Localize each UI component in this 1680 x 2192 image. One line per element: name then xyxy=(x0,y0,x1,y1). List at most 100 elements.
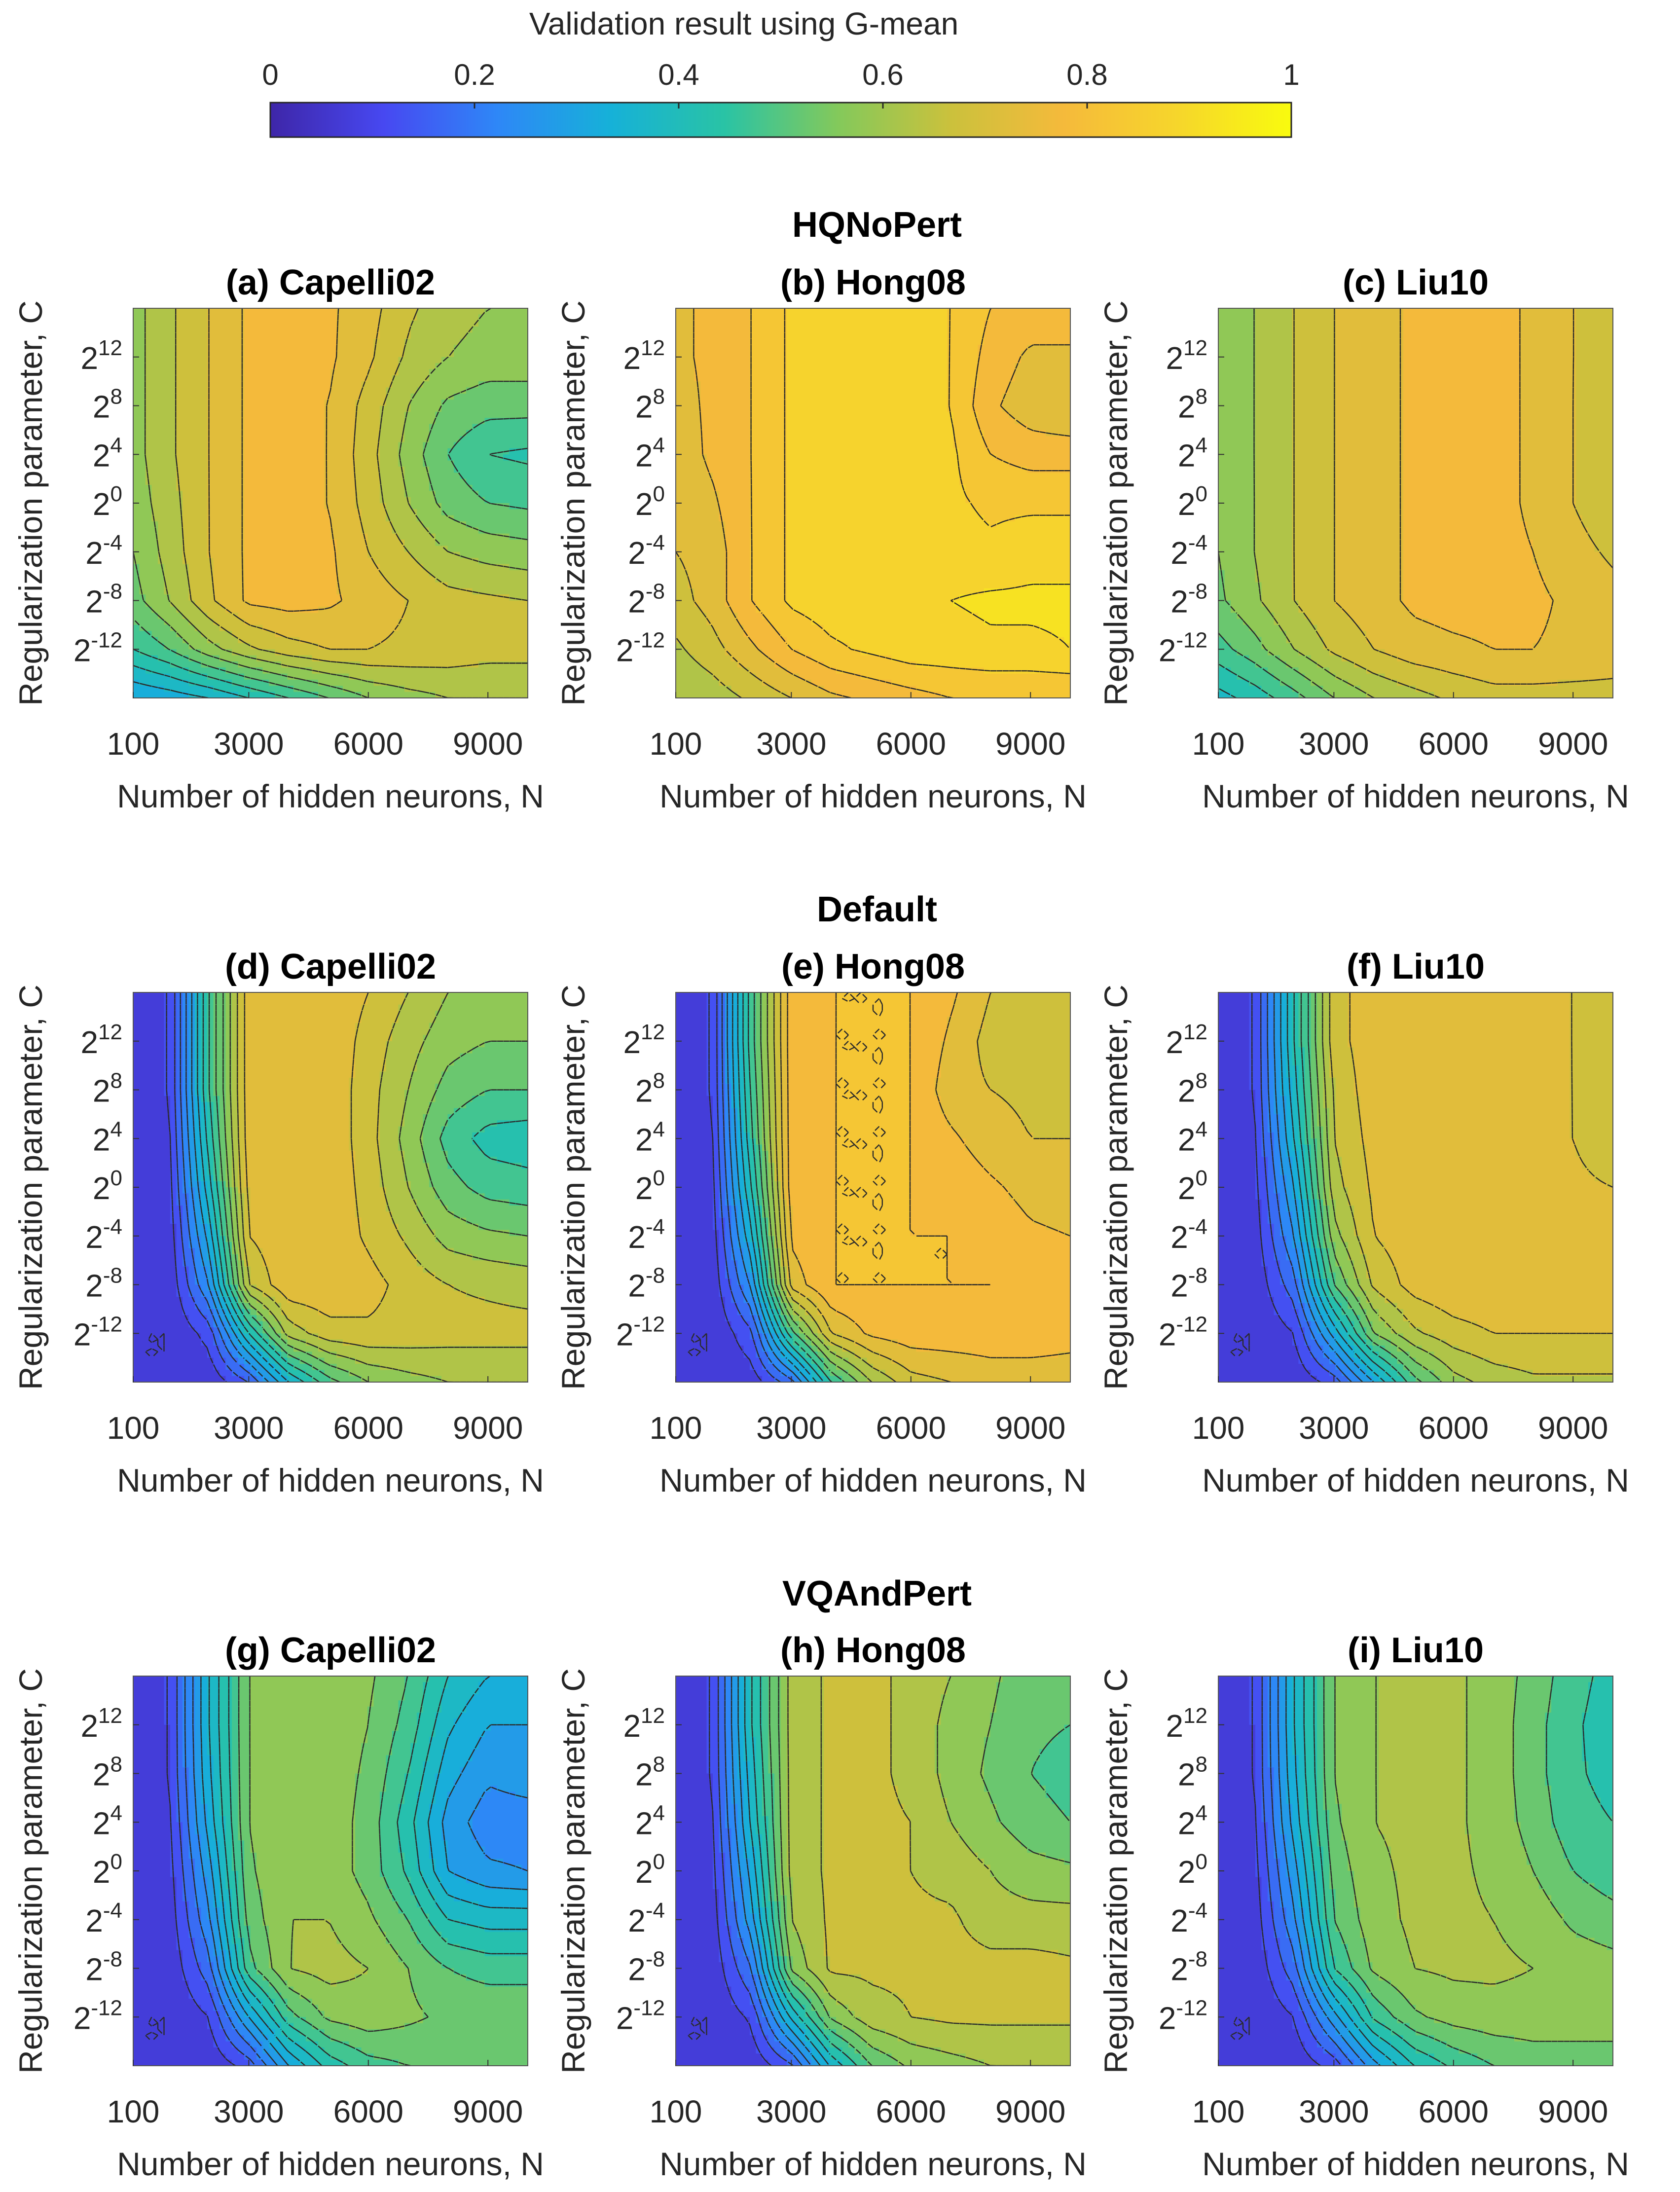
contour-cell xyxy=(275,540,282,547)
contour-cell xyxy=(429,594,436,601)
contour-cell xyxy=(330,631,337,638)
contour-cell xyxy=(478,661,485,668)
contour-cell xyxy=(213,521,220,528)
contour-cell xyxy=(836,375,843,382)
contour-cell xyxy=(386,637,393,644)
contour-cell xyxy=(164,460,171,467)
contour-cell xyxy=(836,308,843,315)
contour-cell xyxy=(269,478,276,485)
contour-cell xyxy=(515,643,522,650)
contour-cell xyxy=(972,375,979,382)
contour-cell xyxy=(139,387,146,394)
contour-cell xyxy=(250,387,257,394)
contour-cell xyxy=(386,448,393,455)
contour-cell xyxy=(830,375,837,382)
contour-cell xyxy=(472,582,479,589)
contour-cell xyxy=(133,357,140,364)
contour-cell xyxy=(225,606,232,613)
contour-cell xyxy=(410,381,417,388)
contour-cell xyxy=(299,594,306,601)
contour-cell xyxy=(429,631,436,638)
contour-cell xyxy=(207,327,214,333)
contour-cell xyxy=(287,381,294,388)
y-tick-label: 2-4 xyxy=(85,531,122,571)
contour-cell xyxy=(1033,351,1040,358)
contour-cell xyxy=(262,436,269,443)
contour-cell xyxy=(170,448,177,455)
contour-cell xyxy=(423,405,430,412)
contour-cell xyxy=(472,411,479,418)
contour-cell xyxy=(706,387,713,394)
contour-cell xyxy=(287,351,294,358)
contour-cell xyxy=(355,327,362,333)
contour-cell xyxy=(1021,345,1028,352)
contour-cell xyxy=(441,393,448,400)
contour-cell xyxy=(460,484,467,492)
contour-cell xyxy=(780,320,787,327)
contour-cell xyxy=(515,600,522,607)
contour-cell xyxy=(916,357,923,364)
contour-cell xyxy=(491,606,498,613)
contour-cell xyxy=(170,606,177,613)
contour-cell xyxy=(380,527,387,534)
contour-cell xyxy=(293,588,300,595)
contour-cell xyxy=(404,430,411,437)
contour-cell xyxy=(275,375,282,382)
contour-cell xyxy=(312,509,319,516)
contour-cell xyxy=(1052,375,1059,382)
contour-cell xyxy=(965,381,972,388)
contour-cell xyxy=(725,357,732,364)
contour-cell xyxy=(158,533,165,540)
contour-cell xyxy=(195,381,202,388)
contour-cell xyxy=(349,533,356,540)
contour-cell xyxy=(1015,369,1022,376)
contour-cell xyxy=(188,345,195,352)
contour-cell xyxy=(343,521,350,528)
contour-cell xyxy=(355,424,362,431)
contour-cell xyxy=(460,667,467,674)
contour-cell xyxy=(306,381,313,388)
contour-cell xyxy=(133,637,140,644)
contour-cell xyxy=(349,570,356,577)
contour-cell xyxy=(164,497,171,504)
contour-cell xyxy=(928,345,935,352)
contour-cell xyxy=(133,667,140,674)
contour-cell xyxy=(515,619,522,625)
contour-cell xyxy=(521,478,528,485)
contour-cell xyxy=(287,473,294,479)
contour-cell xyxy=(244,527,251,534)
contour-cell xyxy=(1002,327,1009,333)
contour-cell xyxy=(238,484,245,492)
contour-cell xyxy=(146,338,152,345)
contour-cell xyxy=(343,484,350,492)
contour-cell xyxy=(491,637,498,644)
contour-cell xyxy=(146,624,152,632)
contour-cell xyxy=(158,613,165,620)
contour-cell xyxy=(873,320,880,327)
contour-cell xyxy=(213,448,220,455)
contour-cell xyxy=(250,357,257,364)
contour-cell xyxy=(762,320,769,327)
contour-cell xyxy=(139,558,146,565)
contour-cell xyxy=(349,643,356,650)
contour-cell xyxy=(244,551,251,558)
contour-cell xyxy=(793,357,800,364)
contour-cell xyxy=(238,643,245,650)
contour-cell xyxy=(484,649,491,656)
contour-cell xyxy=(275,613,282,620)
contour-cell xyxy=(355,345,362,352)
contour-cell xyxy=(139,527,146,534)
contour-cell xyxy=(318,405,325,412)
contour-cell xyxy=(373,338,380,345)
contour-cell xyxy=(521,521,528,528)
contour-cell xyxy=(238,400,245,406)
contour-cell xyxy=(676,357,683,364)
contour-cell xyxy=(324,436,331,443)
contour-cell xyxy=(146,686,152,693)
contour-cell xyxy=(373,497,380,504)
contour-cell xyxy=(262,345,269,352)
contour-cell xyxy=(861,308,868,315)
contour-cell xyxy=(484,308,491,315)
contour-cell xyxy=(244,387,251,394)
contour-cell xyxy=(207,582,214,589)
